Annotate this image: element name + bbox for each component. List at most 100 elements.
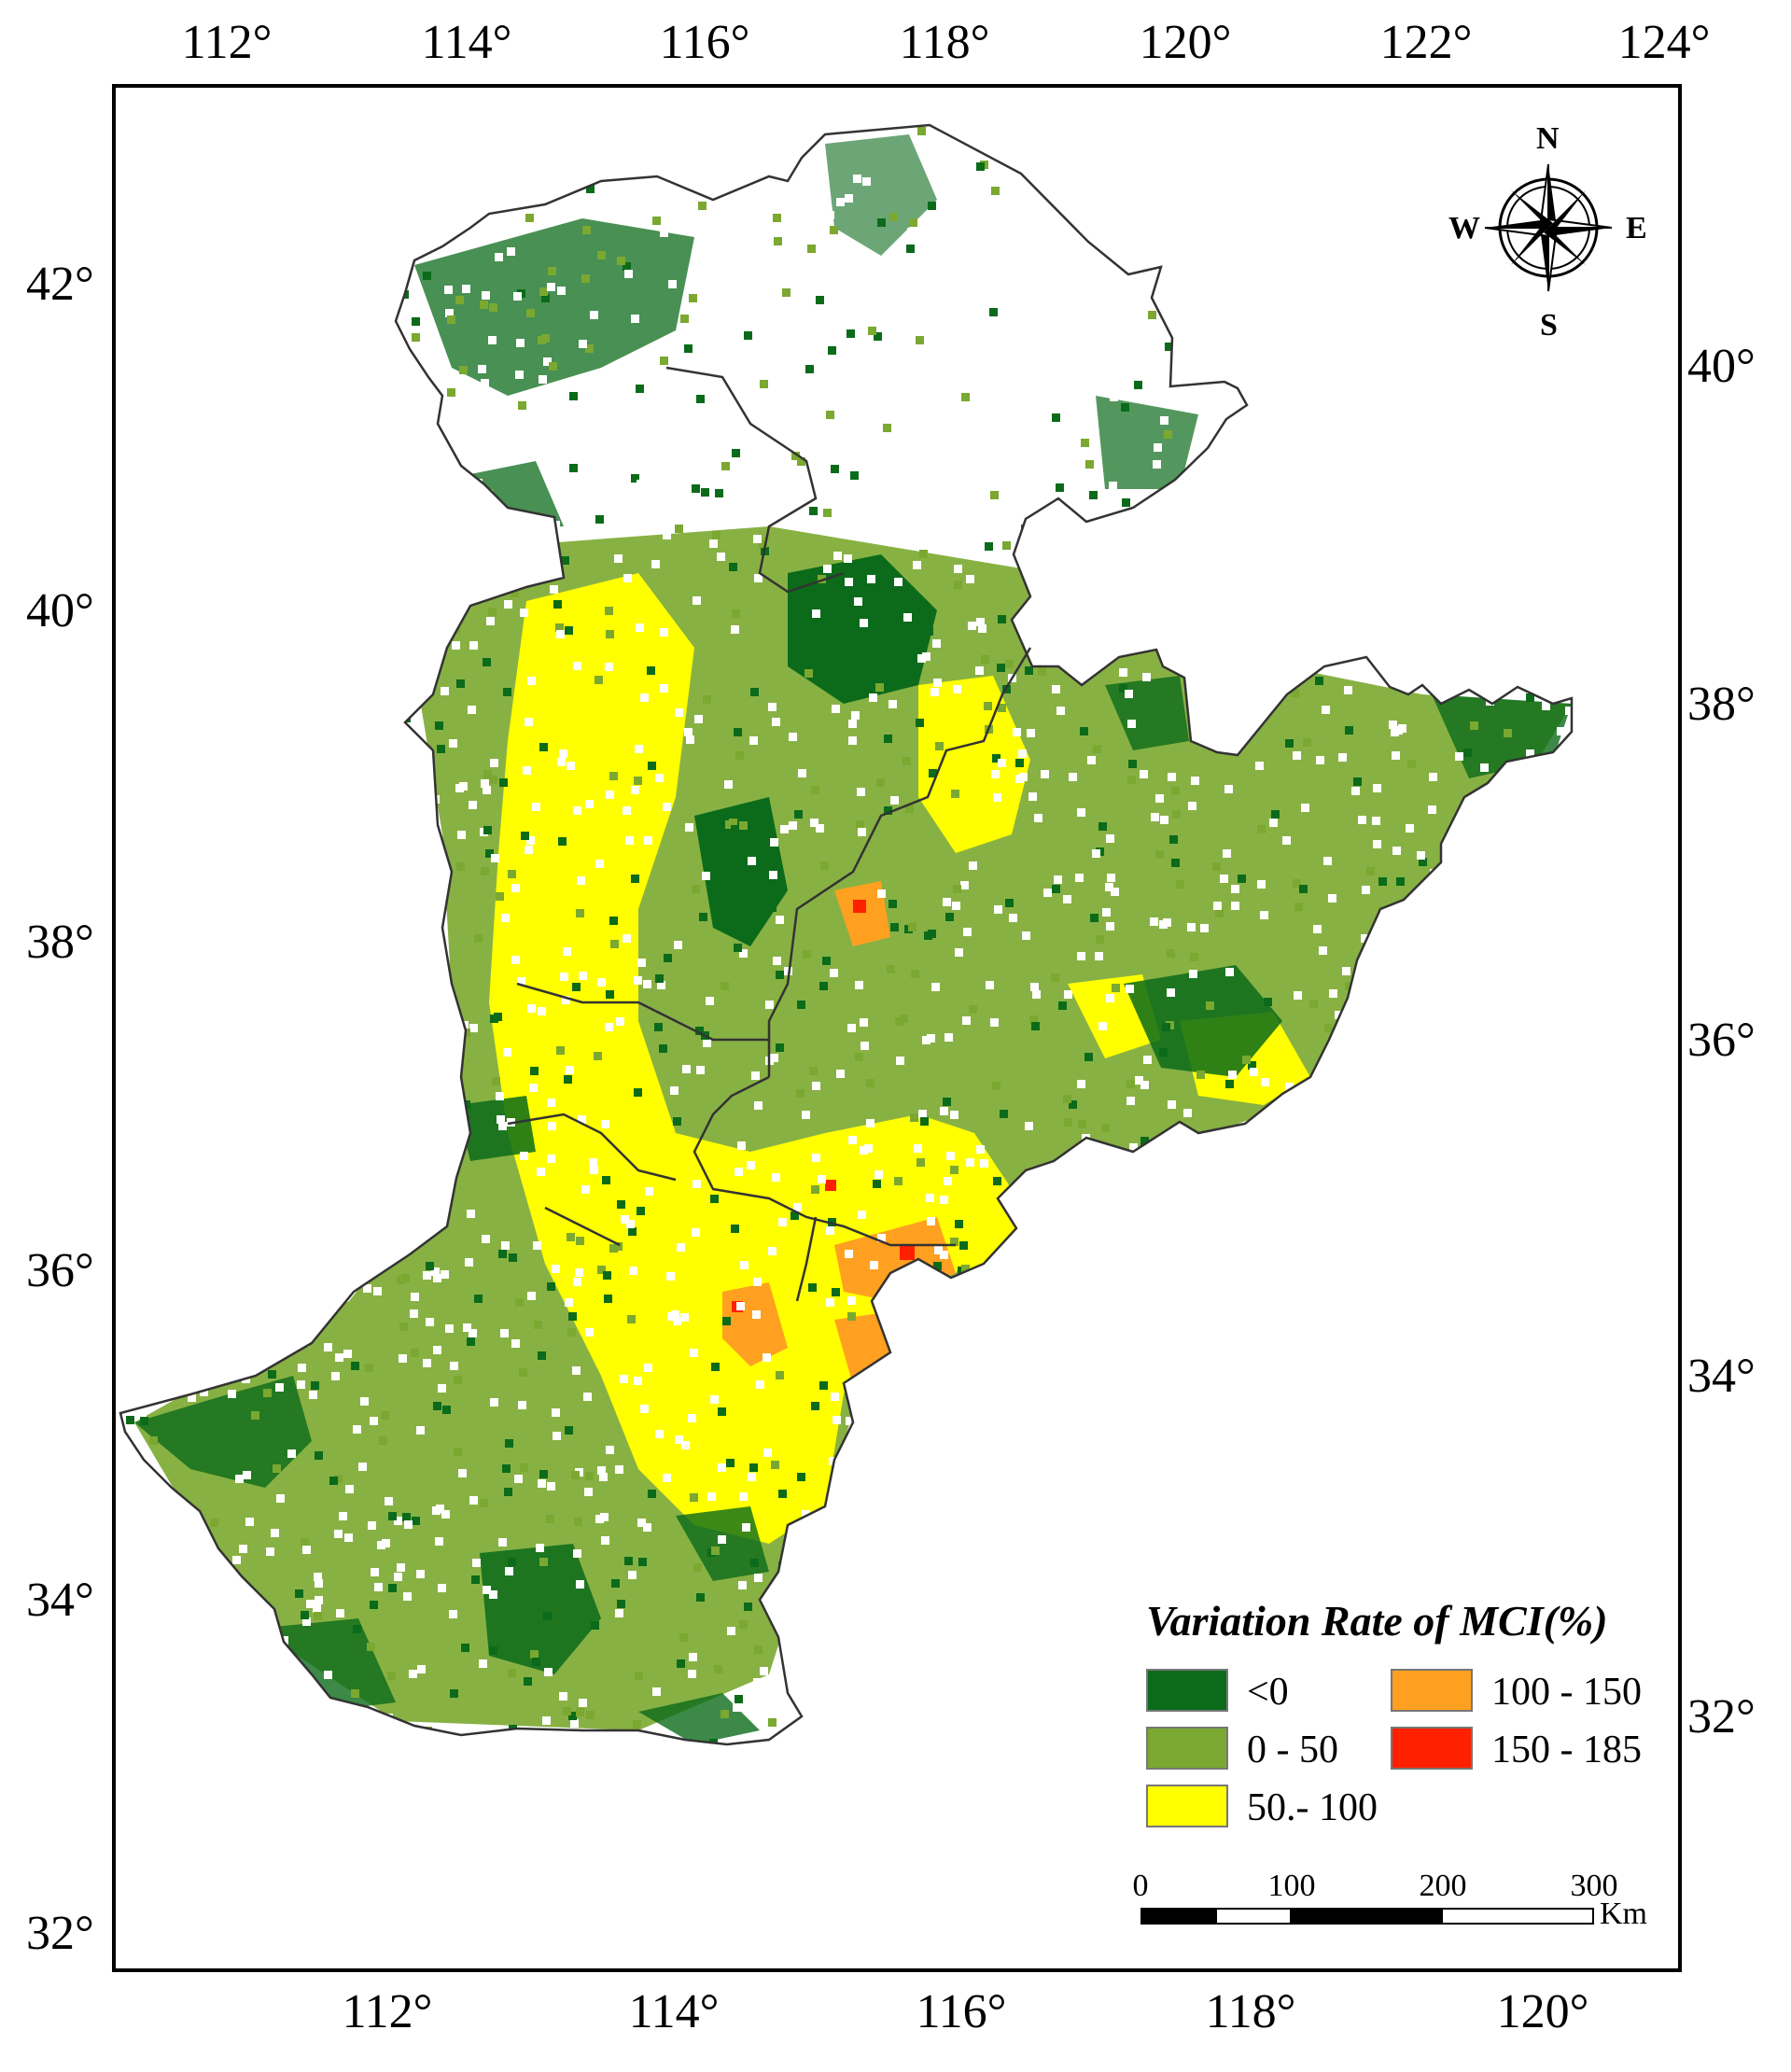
raster-pixel xyxy=(1316,756,1324,764)
raster-pixel xyxy=(1077,952,1085,960)
raster-pixel xyxy=(998,704,1006,712)
raster-pixel xyxy=(467,1337,475,1346)
raster-pixel xyxy=(714,1665,722,1673)
raster-pixel xyxy=(946,1152,955,1160)
raster-pixel xyxy=(703,695,711,704)
raster-pixel xyxy=(830,969,838,977)
raster-pixel xyxy=(1155,850,1164,859)
raster-pixel xyxy=(811,1402,819,1410)
raster-pixel xyxy=(315,1451,323,1460)
raster-pixel xyxy=(753,1678,762,1687)
raster-pixel xyxy=(370,1417,378,1425)
raster-pixel xyxy=(812,609,820,618)
raster-pixel xyxy=(483,658,491,666)
raster-pixel xyxy=(411,1293,419,1301)
raster-pixel xyxy=(1119,684,1127,693)
raster-pixel xyxy=(818,575,826,583)
raster-pixel xyxy=(1019,773,1028,781)
raster-pixel xyxy=(463,1323,471,1332)
raster-pixel xyxy=(1255,762,1264,770)
raster-pixel xyxy=(656,486,665,495)
raster-pixel xyxy=(539,743,548,751)
province-boundaries xyxy=(507,366,1032,1302)
raster-pixel xyxy=(992,1082,1000,1090)
zone-yellow xyxy=(918,676,1030,853)
raster-pixel xyxy=(1056,707,1065,715)
raster-pixel xyxy=(442,1406,451,1414)
raster-pixel xyxy=(955,948,963,957)
raster-pixel xyxy=(336,1609,344,1617)
raster-pixel xyxy=(1034,814,1042,822)
raster-pixel xyxy=(1134,381,1142,389)
raster-pixel xyxy=(513,292,522,301)
raster-pixel xyxy=(966,431,974,440)
raster-pixel xyxy=(520,1463,528,1472)
raster-pixel xyxy=(494,230,502,238)
zone-dark-green xyxy=(134,1376,312,1488)
raster-pixel xyxy=(1042,210,1050,218)
raster-pixel xyxy=(686,735,694,744)
raster-pixel xyxy=(602,1176,610,1184)
raster-pixel xyxy=(680,315,689,323)
raster-pixel xyxy=(870,662,878,670)
raster-pixel xyxy=(615,1465,623,1474)
raster-pixel xyxy=(539,287,548,296)
raster-pixel xyxy=(539,1470,548,1478)
raster-pixel xyxy=(812,1082,820,1090)
raster-pixel xyxy=(1093,745,1101,753)
raster-pixel xyxy=(1095,952,1103,960)
raster-pixel xyxy=(1323,857,1332,865)
raster-pixel xyxy=(689,1653,697,1661)
raster-pixel xyxy=(297,1380,305,1389)
compass-north-label: N xyxy=(1536,121,1560,156)
raster-pixel xyxy=(1242,1056,1251,1064)
raster-pixel xyxy=(1293,879,1301,888)
raster-pixel xyxy=(966,575,974,583)
raster-pixel xyxy=(609,917,618,925)
raster-pixel xyxy=(548,267,556,275)
zone-dark-green xyxy=(694,797,788,946)
raster-pixel xyxy=(1291,689,1299,697)
raster-pixel xyxy=(315,1596,323,1604)
raster-pixel xyxy=(360,1397,369,1406)
raster-pixel xyxy=(975,666,984,675)
lon-label-bottom: 118° xyxy=(1205,1985,1296,2038)
raster-pixel xyxy=(562,196,570,204)
raster-pixel xyxy=(677,1243,685,1252)
legend-label: 150 - 185 xyxy=(1491,1729,1642,1771)
raster-pixel xyxy=(606,791,614,799)
lon-label-top: 116° xyxy=(659,16,750,69)
raster-pixel xyxy=(751,1071,760,1080)
raster-pixel xyxy=(558,837,567,846)
raster-pixel xyxy=(1200,924,1209,932)
raster-pixel xyxy=(1009,914,1017,922)
raster-pixel xyxy=(874,332,882,341)
raster-pixel xyxy=(848,1136,857,1144)
raster-pixel xyxy=(454,1448,462,1456)
raster-pixel xyxy=(894,578,902,586)
raster-pixel xyxy=(992,754,1000,763)
raster-pixel xyxy=(381,1411,389,1420)
raster-pixel xyxy=(555,623,564,632)
raster-pixel xyxy=(1089,491,1098,499)
raster-pixel xyxy=(989,308,998,316)
raster-pixel xyxy=(746,922,754,931)
legend-swatch xyxy=(1146,1785,1228,1827)
raster-pixel xyxy=(1394,726,1403,735)
raster-pixel xyxy=(682,1065,691,1073)
raster-pixel xyxy=(756,1380,764,1389)
raster-pixel xyxy=(981,655,989,664)
raster-pixel xyxy=(1091,498,1099,507)
raster-pixel xyxy=(1257,825,1266,833)
raster-pixel xyxy=(696,1066,705,1074)
raster-pixel xyxy=(738,294,747,302)
raster-pixel xyxy=(1250,1068,1258,1076)
raster-pixel xyxy=(1121,403,1129,412)
raster-pixel xyxy=(458,1469,467,1477)
raster-pixel xyxy=(688,1670,696,1678)
raster-pixel xyxy=(637,1207,645,1215)
raster-pixel xyxy=(1392,751,1400,760)
raster-pixel xyxy=(1075,874,1084,882)
raster-pixel xyxy=(489,303,497,312)
raster-pixel xyxy=(735,1168,743,1176)
